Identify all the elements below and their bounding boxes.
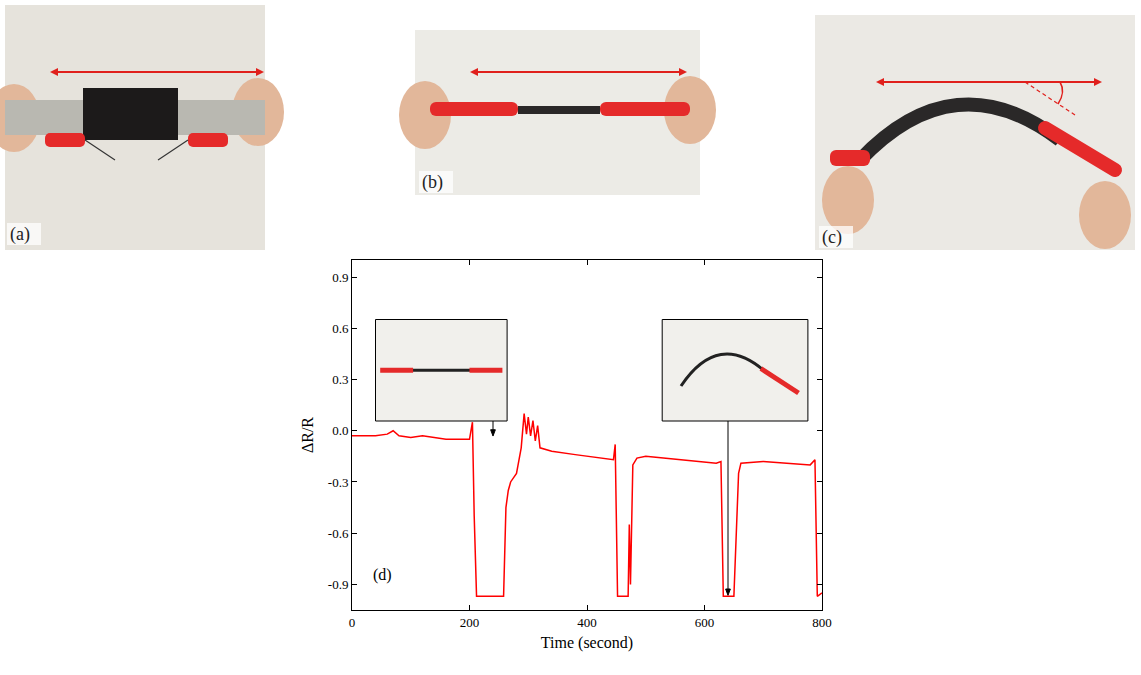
- svg-text:-0.6: -0.6: [328, 526, 349, 541]
- svg-text:400: 400: [577, 615, 597, 630]
- svg-text:-0.3: -0.3: [328, 475, 349, 490]
- svg-text:ΔR/R: ΔR/R: [299, 417, 316, 453]
- svg-text:0.0: 0.0: [332, 423, 348, 438]
- svg-text:800: 800: [812, 615, 832, 630]
- svg-text:0.6: 0.6: [332, 321, 349, 336]
- svg-text:0.9: 0.9: [332, 270, 348, 285]
- svg-text:(c): (c): [822, 227, 842, 248]
- svg-text:600: 600: [695, 615, 715, 630]
- svg-text:0: 0: [349, 615, 356, 630]
- svg-text:200: 200: [460, 615, 480, 630]
- svg-text:Time (second): Time (second): [541, 634, 633, 652]
- svg-text:-0.9: -0.9: [328, 577, 349, 592]
- svg-text:(a): (a): [10, 224, 30, 245]
- svg-text:(b): (b): [422, 172, 443, 193]
- svg-text:0.3: 0.3: [332, 372, 348, 387]
- svg-text:(d): (d): [373, 566, 392, 584]
